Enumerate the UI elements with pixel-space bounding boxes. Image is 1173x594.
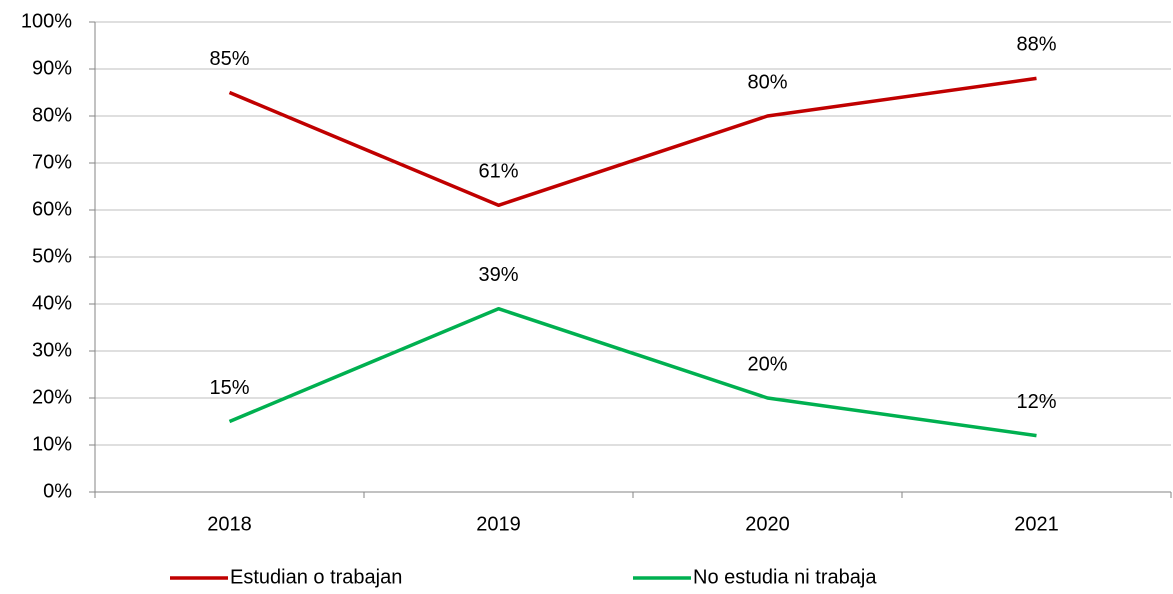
data-label: 85% <box>209 48 249 70</box>
data-label: 61% <box>478 161 518 183</box>
x-tick-label: 2020 <box>745 513 790 535</box>
series-line <box>228 306 1037 438</box>
y-tick-label: 80% <box>32 104 72 126</box>
y-tick-label: 10% <box>32 433 72 455</box>
y-tick-label: 60% <box>32 198 72 220</box>
series-line <box>228 76 1037 208</box>
data-label: 15% <box>209 377 249 399</box>
y-tick-label: 100% <box>21 10 72 32</box>
x-tick-label: 2019 <box>476 513 521 535</box>
y-tick-label: 40% <box>32 292 72 314</box>
data-label: 12% <box>1016 391 1056 413</box>
x-tick-label: 2018 <box>207 513 252 535</box>
legend-label: No estudia ni trabaja <box>693 566 877 588</box>
y-tick-label: 0% <box>43 480 72 502</box>
x-tick-label: 2021 <box>1014 513 1059 535</box>
y-tick-label: 70% <box>32 151 72 173</box>
legend-label: Estudian o trabajan <box>230 566 402 588</box>
data-label: 88% <box>1016 34 1056 56</box>
y-tick-label: 90% <box>32 57 72 79</box>
data-label: 20% <box>747 353 787 375</box>
y-tick-label: 30% <box>32 339 72 361</box>
y-tick-label: 20% <box>32 386 72 408</box>
y-tick-label: 50% <box>32 245 72 267</box>
data-label: 80% <box>747 71 787 93</box>
data-label: 39% <box>478 264 518 286</box>
